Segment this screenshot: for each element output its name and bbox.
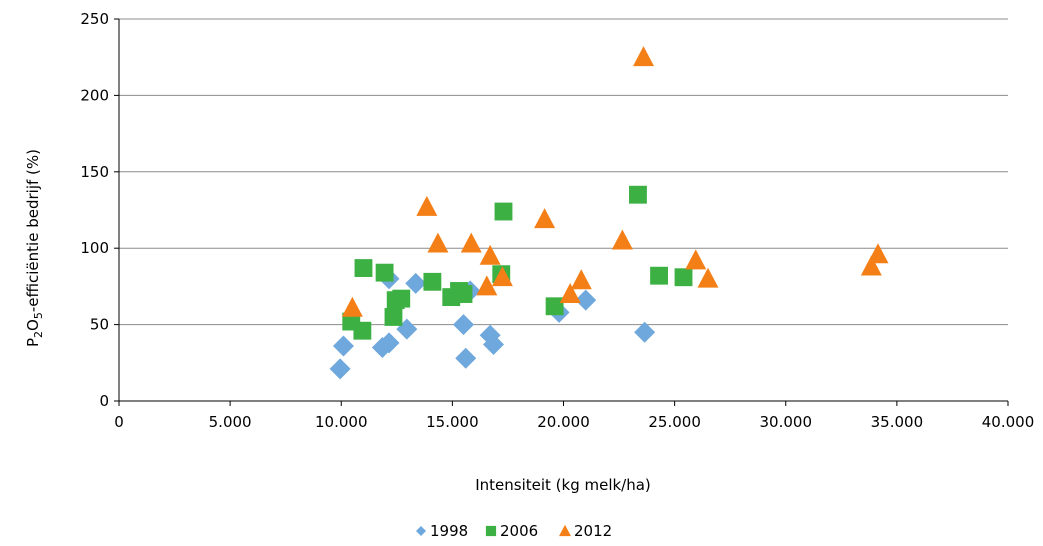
point-triangle xyxy=(460,232,482,253)
x-tick-label: 0 xyxy=(114,413,124,431)
legend-label: 2006 xyxy=(500,522,538,540)
point-triangle xyxy=(341,296,363,317)
point-square xyxy=(353,321,372,340)
point-square xyxy=(354,259,373,277)
legend: 1998 2006 2012 xyxy=(416,522,612,540)
point-triangle xyxy=(867,243,889,264)
legend-label: 1998 xyxy=(430,522,468,540)
y-tick-label: 200 xyxy=(80,86,109,104)
point-triangle xyxy=(697,267,719,288)
point-diamond xyxy=(332,335,354,357)
axes xyxy=(118,19,1008,402)
y-axis-ticks: 0 50 100 150 200 250 xyxy=(80,10,119,410)
point-diamond xyxy=(634,321,656,343)
y-tick-label: 150 xyxy=(80,163,109,181)
x-axis-title: Intensiteit (kg melk/ha) xyxy=(475,476,651,494)
series-1998 xyxy=(329,268,656,380)
point-square xyxy=(375,263,394,282)
point-square xyxy=(454,285,473,303)
y-axis-title-sub2: 5 xyxy=(32,312,45,319)
data-points xyxy=(329,46,889,380)
x-axis-ticks: 0 5.000 10.000 15.000 20.000 25.000 30.000 35.0… xyxy=(114,401,1034,431)
y-axis-title-prefix: P xyxy=(24,338,42,347)
y-tick-label: 250 xyxy=(80,10,109,28)
point-square xyxy=(384,308,403,326)
x-tick-label: 35.000 xyxy=(871,413,924,431)
point-square xyxy=(674,268,693,287)
point-triangle xyxy=(479,244,501,265)
point-diamond xyxy=(405,272,427,294)
point-diamond xyxy=(575,289,597,311)
gridlines xyxy=(119,18,1008,326)
point-diamond xyxy=(452,314,474,336)
y-axis-title-mid: O xyxy=(24,319,42,331)
x-tick-label: 25.000 xyxy=(648,413,701,431)
point-triangle xyxy=(611,229,633,250)
legend-label: 2012 xyxy=(574,522,612,540)
point-triangle xyxy=(534,208,556,229)
point-triangle xyxy=(427,232,449,253)
y-tick-label: 0 xyxy=(99,392,109,410)
point-triangle xyxy=(570,269,592,290)
x-tick-label: 15.000 xyxy=(426,413,479,431)
point-square xyxy=(423,272,442,291)
point-triangle xyxy=(633,46,655,67)
y-tick-label: 50 xyxy=(90,316,109,334)
point-square xyxy=(650,266,668,285)
point-square xyxy=(629,185,647,204)
point-triangle xyxy=(559,283,581,303)
y-tick-label: 100 xyxy=(80,239,109,257)
x-tick-label: 5.000 xyxy=(209,413,252,431)
x-tick-label: 10.000 xyxy=(315,413,368,431)
series-2012 xyxy=(341,46,889,317)
point-triangle xyxy=(416,195,438,216)
point-diamond xyxy=(482,333,504,355)
point-square xyxy=(494,202,513,221)
x-tick-label: 20.000 xyxy=(537,413,590,431)
legend-marker-square xyxy=(485,525,497,537)
x-tick-label: 30.000 xyxy=(760,413,813,431)
y-axis-title-suffix: -efficiëntie bedrijf (%) xyxy=(24,149,42,312)
legend-marker-diamond xyxy=(416,526,426,536)
legend-item-1998: 1998 xyxy=(416,522,468,540)
legend-item-2006: 2006 xyxy=(485,522,538,540)
point-triangle xyxy=(685,249,707,270)
point-triangle xyxy=(860,255,882,276)
y-axis-title-sub1: 2 xyxy=(32,331,45,338)
point-square xyxy=(545,297,564,316)
point-triangle xyxy=(491,266,513,287)
point-diamond xyxy=(329,358,351,380)
series-2006 xyxy=(342,185,693,340)
point-triangle xyxy=(476,275,498,296)
y-axis-title: P2O5-efficiëntie bedrijf (%) xyxy=(24,149,45,347)
point-diamond xyxy=(378,332,400,354)
point-square xyxy=(392,289,411,308)
legend-marker-triangle xyxy=(559,524,571,537)
legend-item-2012: 2012 xyxy=(559,522,612,540)
point-diamond xyxy=(455,347,477,369)
x-tick-label: 40.000 xyxy=(982,413,1035,431)
